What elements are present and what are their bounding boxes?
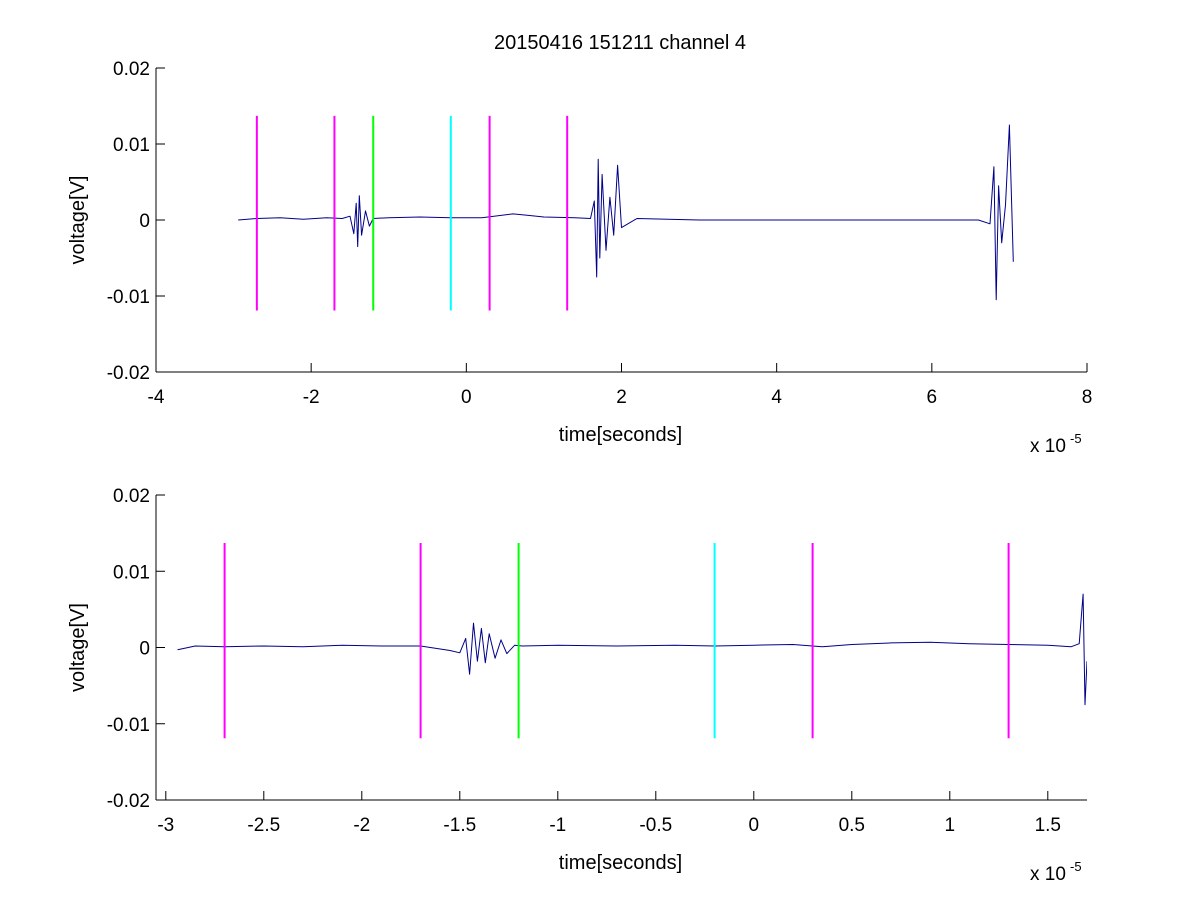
- bottom-axes: -3 -2.5 -2 -1.5 -1 -0.5 0 0.5 1 1.5 -0.02 -0.01 0 0.0…: [67, 486, 1087, 885]
- x-tick-label: -0.5: [639, 815, 672, 836]
- plot-area: [177, 543, 1087, 739]
- y-tick-label: 0.02: [113, 59, 150, 80]
- top-axes: -4 -2 0 2 4 6 8 -0.02 -0.01 0 0.01 0.02 time[seconds…: [67, 59, 1092, 457]
- x-axis-label: time[seconds]: [559, 852, 682, 874]
- x-tick-label: 1: [945, 815, 956, 836]
- x-tick-label: -3: [157, 815, 174, 836]
- x-exponent-label: x 10: [1030, 436, 1066, 457]
- x-exponent: -5: [1070, 431, 1082, 446]
- x-tick-label: -2: [353, 815, 370, 836]
- voltage-trace: [238, 124, 1014, 301]
- x-tick-label: 6: [927, 387, 938, 408]
- y-tick-label: -0.02: [107, 363, 150, 384]
- x-tick-label: -1.5: [443, 815, 476, 836]
- x-exponent-label: x 10: [1030, 864, 1066, 885]
- x-tick-label: 0: [749, 815, 760, 836]
- x-tick-label: 0: [461, 387, 472, 408]
- y-tick-label: 0: [139, 639, 150, 660]
- voltage-trace: [177, 593, 1087, 706]
- y-tick-label: 0.01: [113, 135, 150, 156]
- x-tick-label: 4: [771, 387, 782, 408]
- x-tick-label: 1.5: [1035, 815, 1061, 836]
- x-exponent: -5: [1070, 859, 1082, 874]
- x-tick-label: 0.5: [839, 815, 865, 836]
- x-axis-label: time[seconds]: [559, 424, 682, 446]
- y-tick-label: -0.01: [107, 287, 150, 308]
- plot-area: [238, 115, 1014, 311]
- y-tick-label: 0: [139, 211, 150, 232]
- x-tick-label: -1: [549, 815, 566, 836]
- y-tick-label: 0.01: [113, 562, 150, 583]
- y-axis-label: voltage[V]: [67, 603, 89, 692]
- x-tick-label: -2: [303, 387, 320, 408]
- x-tick-label: 8: [1082, 387, 1093, 408]
- x-tick-label: 2: [616, 387, 627, 408]
- figure-title: 20150416 151211 channel 4: [494, 32, 746, 54]
- y-tick-label: 0.02: [113, 486, 150, 507]
- y-axis-label: voltage[V]: [67, 176, 89, 265]
- y-tick-label: -0.01: [107, 715, 150, 736]
- y-tick-label: -0.02: [107, 791, 150, 812]
- x-tick-label: -4: [148, 387, 165, 408]
- x-tick-label: -2.5: [247, 815, 280, 836]
